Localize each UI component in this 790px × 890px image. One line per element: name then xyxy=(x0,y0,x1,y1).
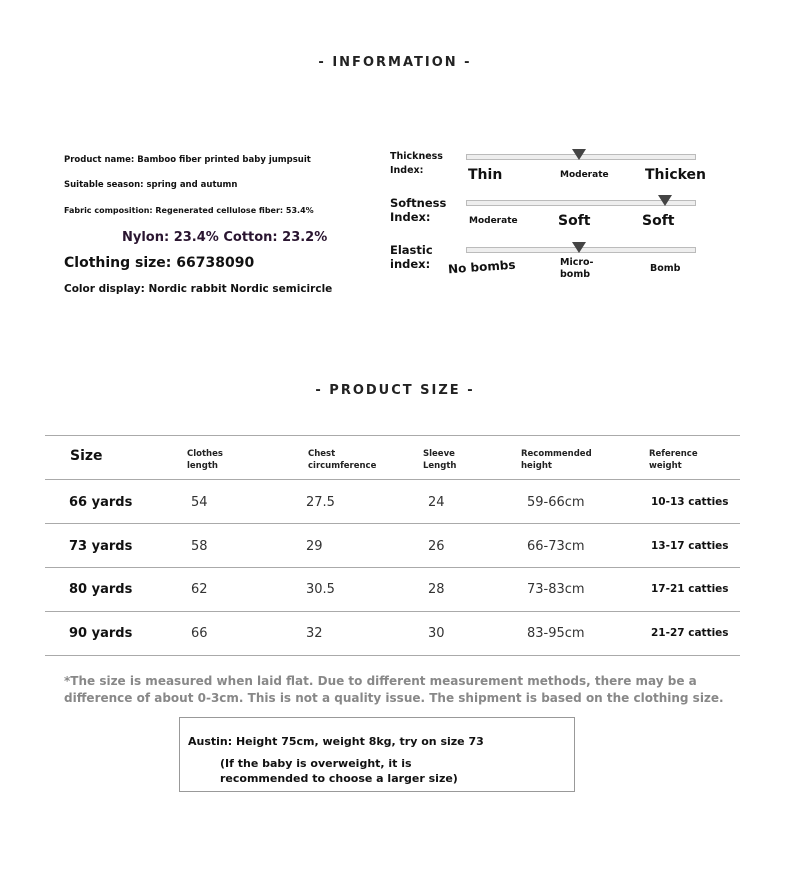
table-cell: 90 yards xyxy=(69,625,133,641)
table-header-cell: Chest circumference xyxy=(308,449,377,471)
table-cell: 27.5 xyxy=(306,495,335,510)
table-cell: 30 xyxy=(428,625,445,641)
table-divider xyxy=(45,567,740,568)
table-cell: 17-21 catties xyxy=(651,583,729,595)
color-display: Color display: Nordic rabbit Nordic semi… xyxy=(64,283,333,295)
index-scale-label: Moderate xyxy=(560,170,609,180)
product-name: Product name: Bamboo fiber printed baby … xyxy=(64,155,311,165)
index-label: Thickness Index: xyxy=(390,151,443,176)
index-scale-label: Soft xyxy=(558,213,591,229)
table-cell: 13-17 catties xyxy=(651,539,729,552)
table-cell: 54 xyxy=(191,495,208,510)
index-scale-label: Bomb xyxy=(650,263,681,274)
table-cell: 83-95cm xyxy=(527,625,585,641)
table-cell: 80 yards xyxy=(69,582,133,597)
index-marker-icon xyxy=(658,195,673,206)
index-slider-track xyxy=(466,242,696,253)
table-divider xyxy=(45,523,740,524)
index-scale-label: Thin xyxy=(468,167,503,183)
fabric-composition: Fabric composition: Regenerated cellulos… xyxy=(64,206,314,215)
table-divider xyxy=(45,655,740,656)
table-header-cell: Recommended height xyxy=(521,449,592,471)
table-cell: 29 xyxy=(306,538,323,554)
table-cell: 58 xyxy=(191,538,208,554)
index-slider-track xyxy=(466,149,696,160)
table-cell: 62 xyxy=(191,582,208,597)
table-cell: 73 yards xyxy=(69,538,133,554)
table-divider xyxy=(45,479,740,480)
table-cell: 59-66cm xyxy=(527,495,585,510)
index-scale-label: No bombs xyxy=(447,257,516,277)
table-cell: 10-13 catties xyxy=(651,496,729,508)
table-cell: 30.5 xyxy=(306,582,335,597)
table-divider xyxy=(45,611,740,612)
index-scale-label: Moderate xyxy=(469,216,518,226)
example-note: (If the baby is overweight, it is recomm… xyxy=(220,757,458,785)
index-slider-track xyxy=(466,195,696,206)
clothing-size: Clothing size: 66738090 xyxy=(64,255,255,271)
table-cell: 66 xyxy=(191,625,208,641)
table-cell: 66-73cm xyxy=(527,538,585,554)
size-note: *The size is measured when laid flat. Du… xyxy=(64,674,724,705)
index-scale-label: Soft xyxy=(642,213,675,229)
table-cell: 26 xyxy=(428,538,445,554)
index-label: Softness Index: xyxy=(390,196,447,224)
product-size-title: - PRODUCT SIZE - xyxy=(315,383,475,398)
table-cell: 21-27 catties xyxy=(651,626,729,639)
table-cell: 32 xyxy=(306,625,323,641)
table-header-cell: Clothes length xyxy=(187,449,223,471)
suitable-season: Suitable season: spring and autumn xyxy=(64,180,238,190)
example-box: Austin: Height 75cm, weight 8kg, try on … xyxy=(179,717,575,792)
information-title: - INFORMATION - xyxy=(318,55,472,70)
index-marker-icon xyxy=(571,242,586,253)
table-header-cell: Reference weight xyxy=(649,449,698,471)
index-marker-icon xyxy=(571,149,586,160)
table-divider xyxy=(45,435,740,436)
index-scale-label: Thicken xyxy=(645,167,707,183)
index-label: Elastic index: xyxy=(390,243,433,271)
table-cell: 66 yards xyxy=(69,495,133,510)
table-cell: 24 xyxy=(428,495,445,510)
table-header-cell: Size xyxy=(70,448,103,464)
index-scale-label: Micro-bomb xyxy=(560,257,594,280)
table-cell: 73-83cm xyxy=(527,582,585,597)
fabric-composition-2: Nylon: 23.4% Cotton: 23.2% xyxy=(122,230,328,245)
table-header-cell: Sleeve Length xyxy=(423,449,457,471)
table-cell: 28 xyxy=(428,582,445,597)
example-text: Austin: Height 75cm, weight 8kg, try on … xyxy=(188,735,484,748)
